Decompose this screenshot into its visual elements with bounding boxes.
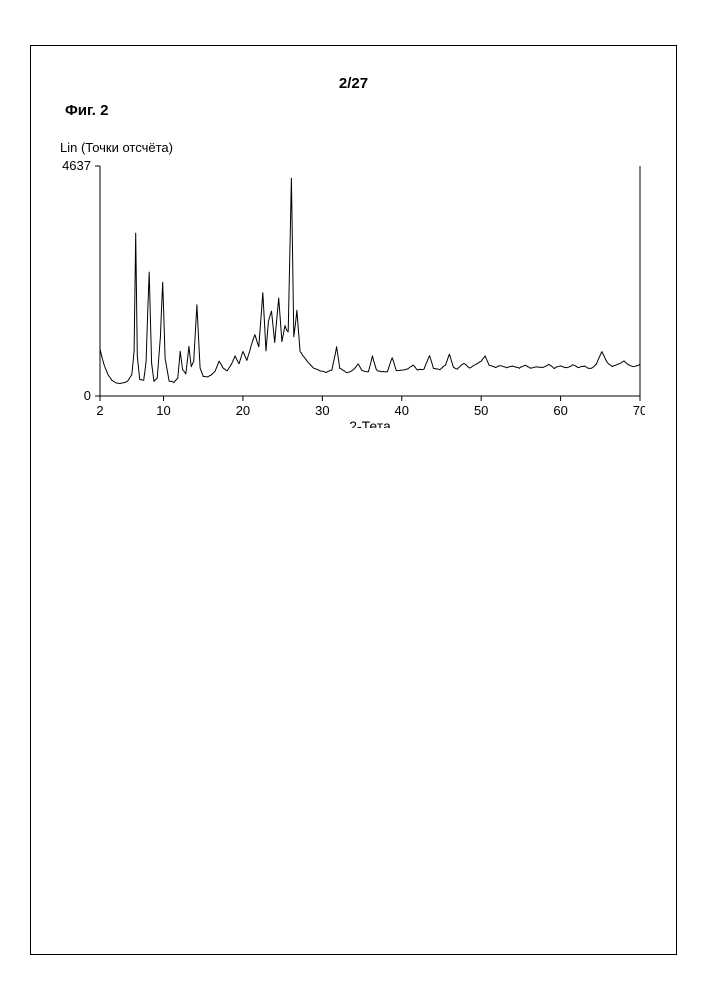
x-tick-label: 10 xyxy=(156,403,170,418)
x-tick-label: 30 xyxy=(315,403,329,418)
x-tick-label: 60 xyxy=(553,403,567,418)
chart-svg: 0 4637 2 10 20 30 40 50 60 70 2-Тета xyxy=(60,158,645,428)
page-number: 2/27 xyxy=(0,75,707,92)
y-tick-label: 0 xyxy=(84,388,91,403)
x-tick-label: 2 xyxy=(96,403,103,418)
xrd-chart: 0 4637 2 10 20 30 40 50 60 70 2-Тета xyxy=(60,158,645,428)
x-axis-title: 2-Тета xyxy=(349,418,391,428)
x-tick-label: 20 xyxy=(236,403,250,418)
y-tick-label: 4637 xyxy=(62,158,91,173)
x-tick-label: 70 xyxy=(633,403,645,418)
y-axis-title: Lin (Точки отсчёта) xyxy=(60,140,173,155)
x-tick-label: 50 xyxy=(474,403,488,418)
x-tick-label: 40 xyxy=(395,403,409,418)
figure-label: Фиг. 2 xyxy=(65,102,108,119)
page: 2/27 Фиг. 2 Lin (Точки отсчёта) 0 4637 2 10… xyxy=(0,0,707,1000)
